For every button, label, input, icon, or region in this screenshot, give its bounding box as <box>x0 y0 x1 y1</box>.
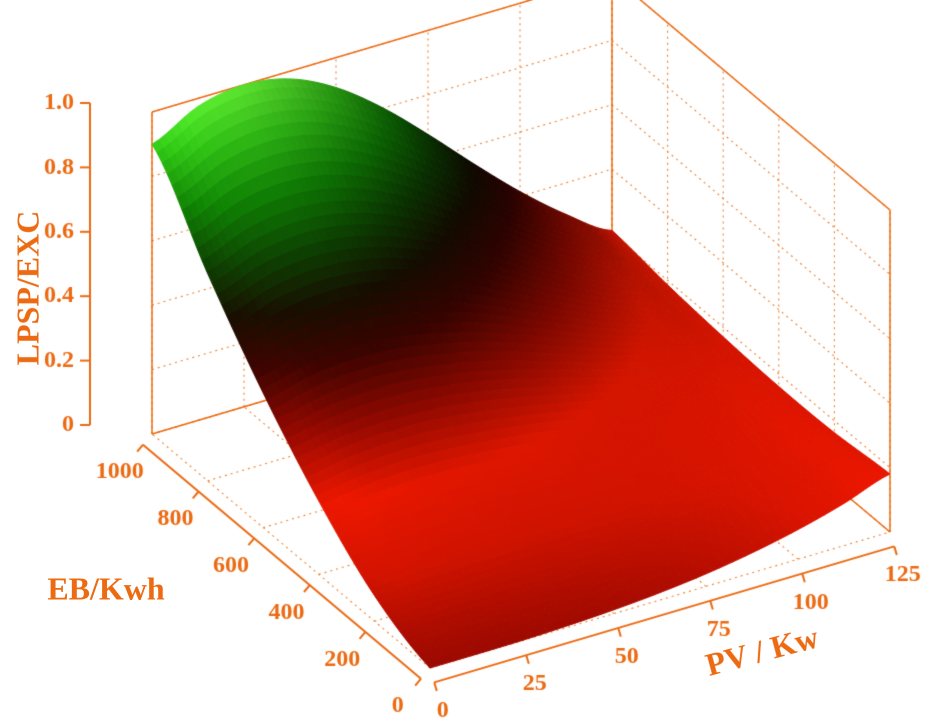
y-axis-title: EB/Kwh <box>47 570 165 607</box>
z-axis-title: LPSP/EXC <box>9 210 46 366</box>
